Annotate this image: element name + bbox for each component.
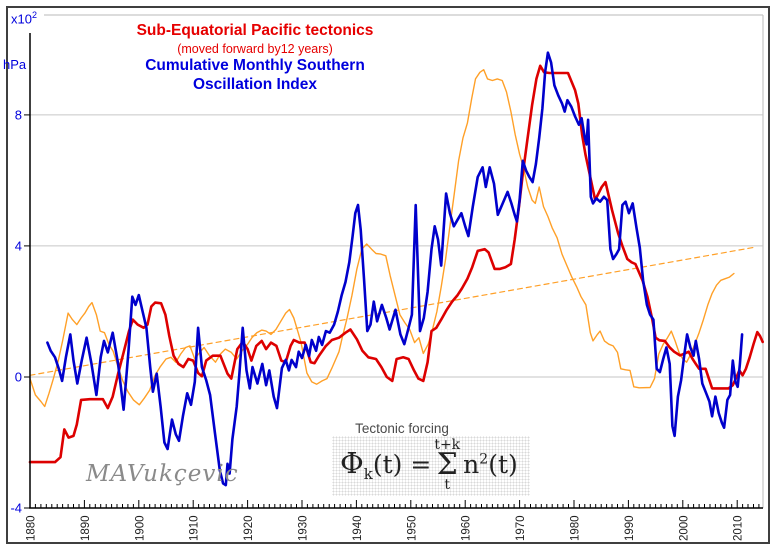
y-axis-unit-scale: x102 — [11, 10, 37, 27]
title-blue-series-line2: Oscillation Index — [192, 76, 318, 94]
y-axis-unit-label: hPa — [3, 57, 27, 72]
series-unlabeled-orange — [29, 68, 735, 408]
y-tick-label--4: -4 — [10, 501, 22, 516]
series-trend-dashed — [29, 246, 758, 376]
formula-sum-symbol: t+k Σ t — [434, 437, 461, 493]
x-tick-label-1920: 1920 — [243, 515, 255, 541]
title-blue-series-line1: Cumulative Monthly Southern — [145, 57, 365, 75]
x-tick-label-1950: 1950 — [406, 515, 418, 541]
formula-lhs: Φk(t) = — [340, 446, 432, 484]
tectonic-forcing-label: Tectonic forcing — [355, 421, 449, 436]
series-cumulative-soi — [46, 51, 744, 487]
x-tick-label-2010: 2010 — [733, 515, 745, 541]
y-tick-label-8: 8 — [15, 107, 22, 122]
x-tick-label-1890: 1890 — [80, 515, 92, 541]
x-tick-label-1980: 1980 — [570, 515, 582, 541]
x-tick-label-1940: 1940 — [352, 515, 364, 541]
title-red-series-note: (moved forward by12 years) — [177, 41, 333, 56]
x-tick-label-1970: 1970 — [515, 515, 527, 541]
series-tectonics — [28, 64, 765, 464]
x-tick-label-1930: 1930 — [298, 515, 310, 541]
x-tick-label-1880: 1880 — [26, 515, 38, 541]
y-tick-label-0: 0 — [15, 370, 22, 385]
x-tick-label-1960: 1960 — [461, 515, 473, 541]
y-tick-label-4: 4 — [15, 238, 22, 253]
formula-rhs: n2(t) — [463, 450, 518, 480]
chart-title-block: Sub-Equatorial Pacific tectonics (moved … — [85, 22, 425, 95]
x-tick-label-1900: 1900 — [134, 515, 146, 541]
title-red-series: Sub-Equatorial Pacific tectonics — [136, 22, 374, 39]
watermark: MAVukçevic — [86, 461, 239, 487]
x-tick-label-2000: 2000 — [678, 515, 690, 541]
tectonic-forcing-formula: Φk(t) = t+k Σ t n2(t) — [332, 436, 530, 496]
x-tick-label-1990: 1990 — [624, 515, 636, 541]
x-tick-label-1910: 1910 — [189, 515, 201, 541]
